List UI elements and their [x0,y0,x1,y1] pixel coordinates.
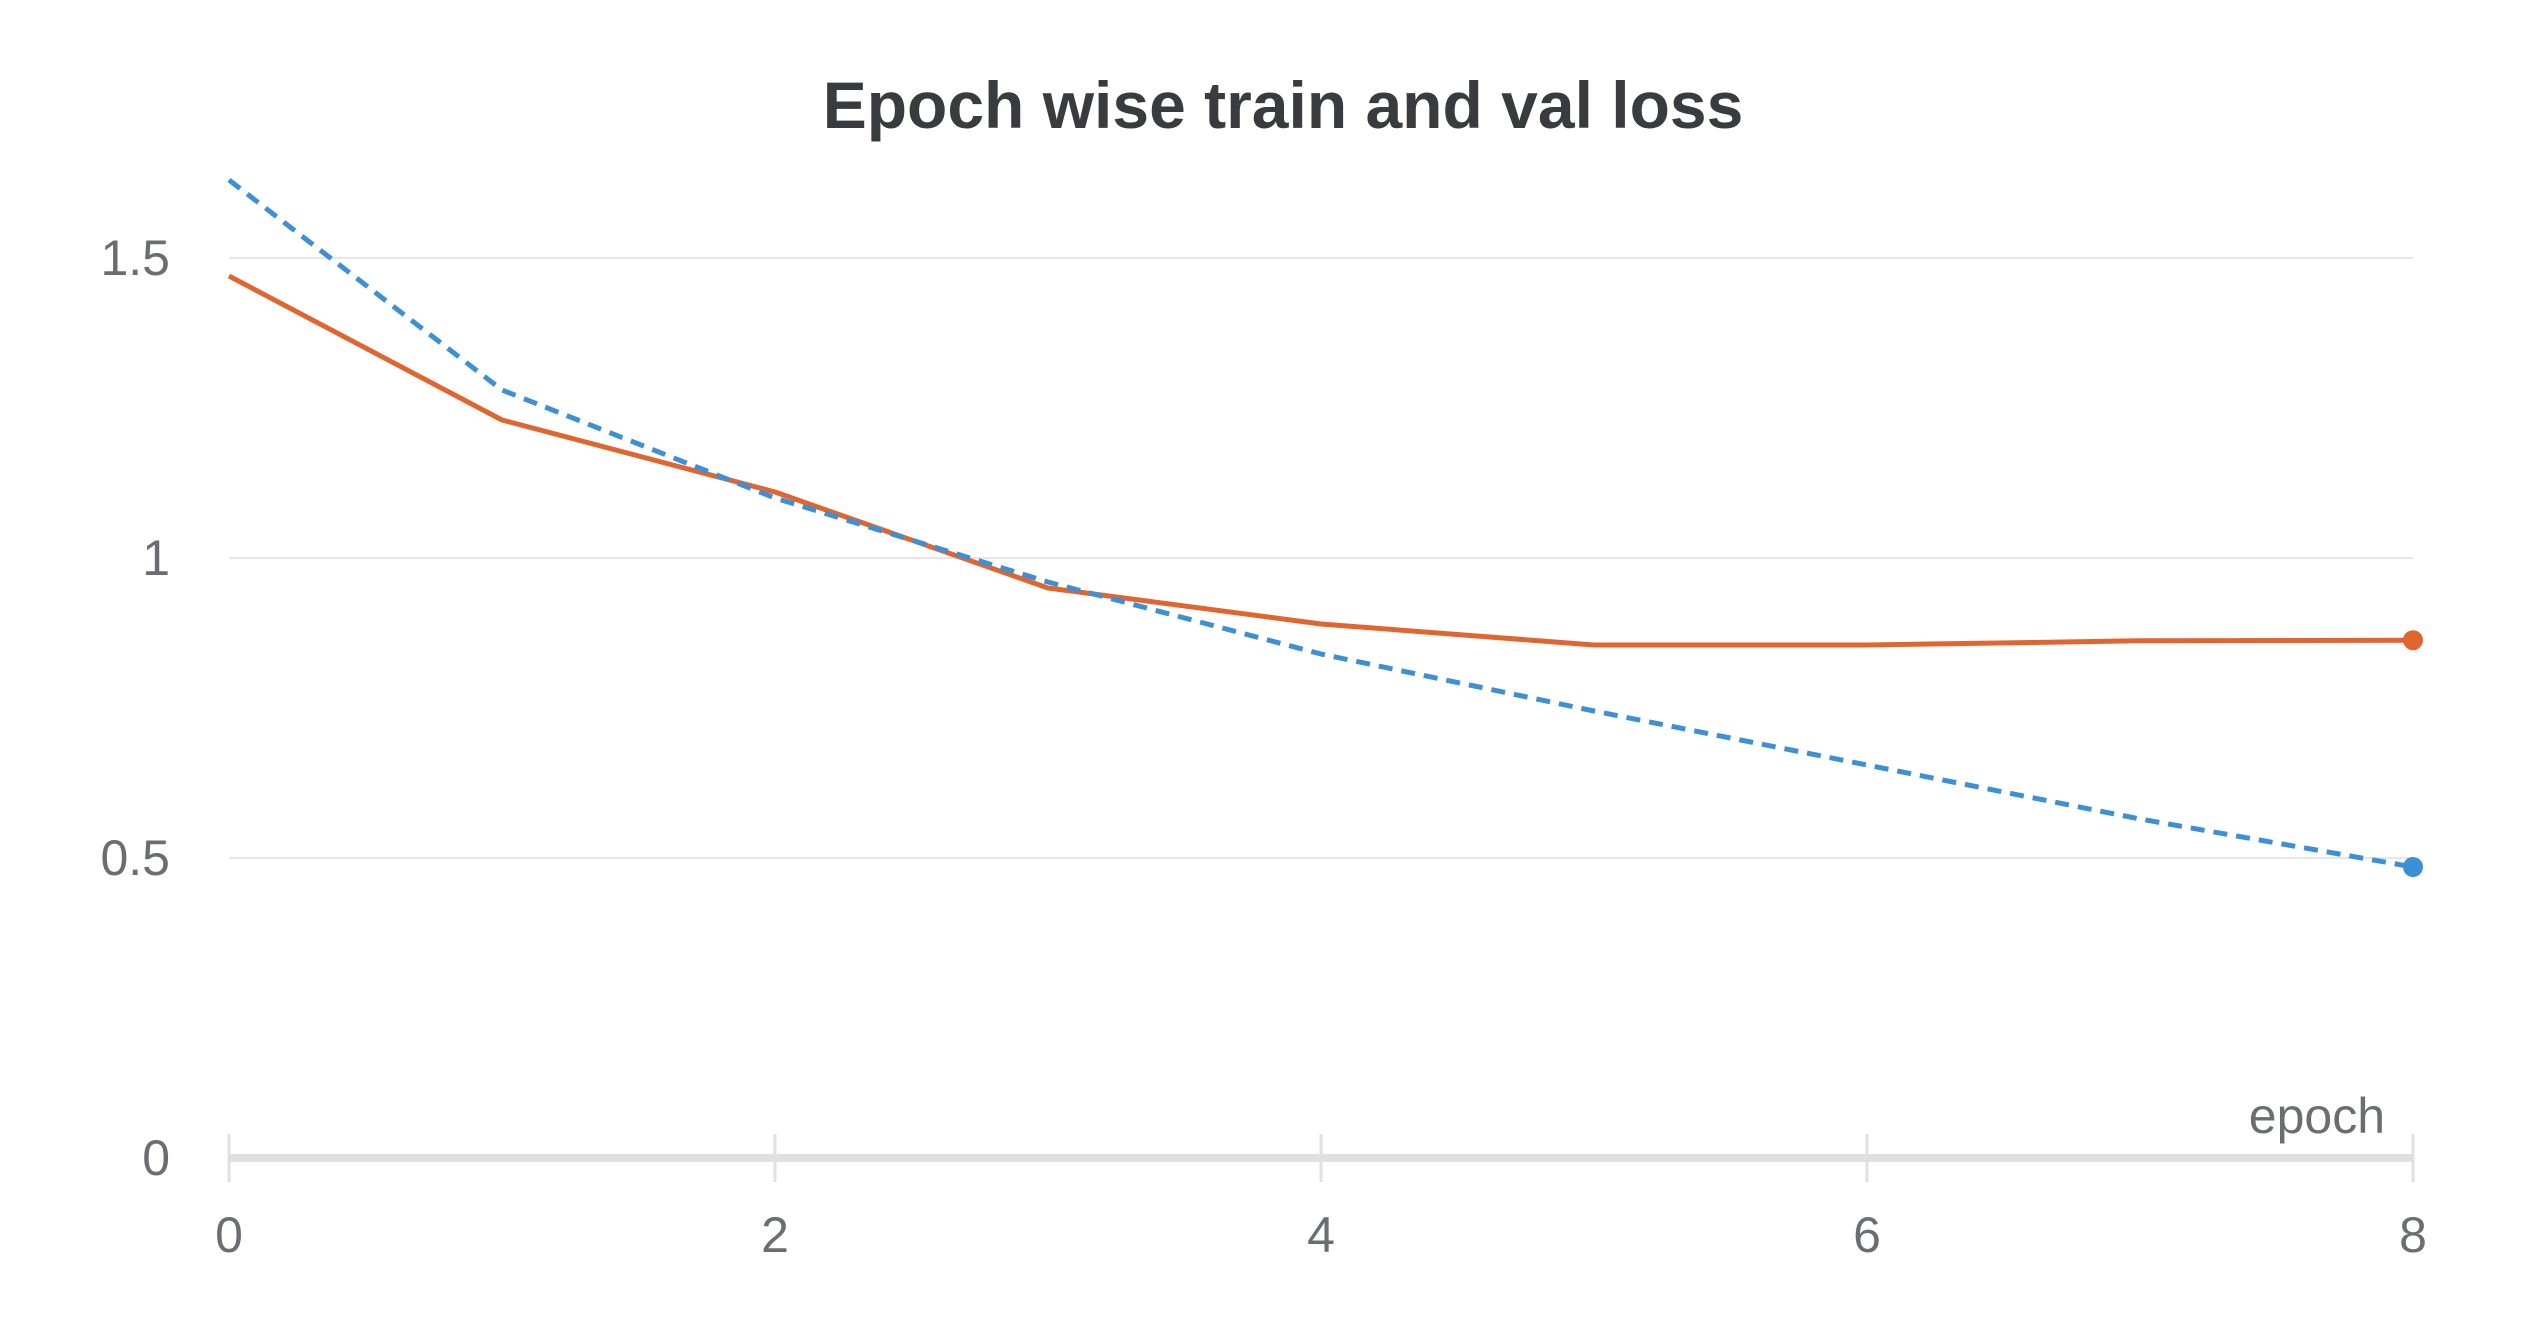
x-tick-label: 6 [1853,1207,1881,1263]
series-lines [227,178,2423,877]
chart-title: Epoch wise train and val loss [823,68,1744,142]
x-axis [227,1134,2415,1182]
x-axis-tick-labels: 0 2 4 6 8 [215,1207,2427,1263]
series-end-point-0 [2403,630,2423,651]
y-tick-label: 0.5 [100,830,170,886]
x-axis-label: epoch [2249,1088,2385,1144]
gridlines [229,257,2413,859]
y-tick-label: 1 [142,530,170,586]
x-tick-label: 8 [2399,1207,2427,1263]
x-tick-label: 2 [761,1207,789,1263]
y-axis-tick-labels: 0 0.5 1 1.5 [100,230,170,1186]
y-tick-label: 0 [142,1130,170,1186]
series-line-0 [227,273,2414,648]
series-end-point-1 [2403,857,2423,877]
series-line-1 [227,178,2414,870]
y-tick-label: 1.5 [100,230,170,286]
x-tick-label: 0 [215,1207,243,1263]
x-tick-label: 4 [1307,1207,1335,1263]
